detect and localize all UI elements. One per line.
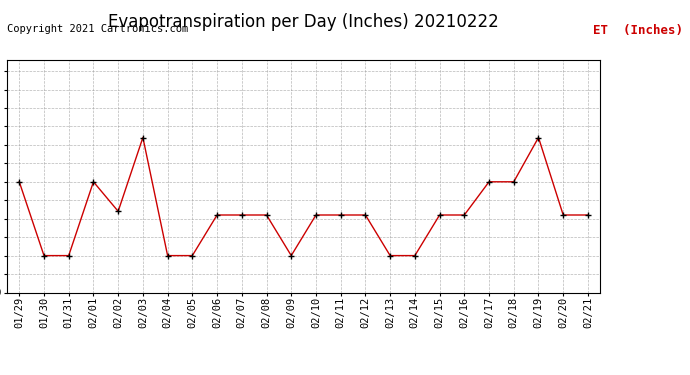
Text: Evapotranspiration per Day (Inches) 20210222: Evapotranspiration per Day (Inches) 2021… [108, 13, 499, 31]
Text: Copyright 2021 Cartronics.com: Copyright 2021 Cartronics.com [7, 24, 188, 34]
Text: ET  (Inches): ET (Inches) [593, 24, 683, 38]
